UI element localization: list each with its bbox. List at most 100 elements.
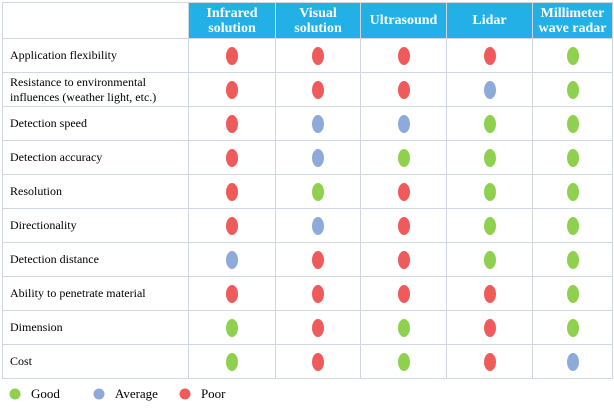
rating-icon (566, 318, 579, 337)
rating-dot (397, 352, 410, 371)
rating-icon (483, 250, 496, 269)
rating-dot (312, 148, 324, 167)
rating-cell (275, 72, 361, 107)
rating-cell (446, 38, 533, 73)
rating-dot (483, 80, 496, 99)
rating-dot (312, 216, 324, 235)
rating-dot (226, 352, 238, 371)
legend-swatch (179, 388, 191, 400)
rating-cell (446, 72, 533, 107)
rating-icon (226, 216, 238, 235)
rating-dot (566, 80, 579, 99)
rating-cell (532, 310, 613, 345)
row-label: Detection accuracy (2, 140, 189, 175)
rating-dot (566, 46, 579, 65)
rating-cell (446, 208, 533, 243)
rating-icon (226, 114, 238, 133)
rating-icon (566, 46, 579, 65)
rating-icon (397, 352, 410, 371)
rating-cell (360, 72, 447, 107)
rating-icon (312, 182, 324, 201)
rating-cell (188, 208, 276, 243)
rating-dot (312, 250, 324, 269)
rating-icon (312, 352, 324, 371)
rating-cell (360, 310, 447, 345)
rating-icon (483, 148, 496, 167)
column-header: Lidar (446, 2, 533, 39)
rating-cell (446, 276, 533, 311)
legend-icon (9, 388, 21, 400)
rating-icon (312, 216, 324, 235)
rating-cell (446, 242, 533, 277)
table-row: Cost (2, 344, 613, 379)
legend-swatch (93, 388, 105, 400)
table-row: Detection speed (2, 106, 613, 141)
rating-cell (532, 208, 613, 243)
rating-icon (566, 216, 579, 235)
rating-cell (188, 140, 276, 175)
rating-cell (360, 38, 447, 73)
row-label: Application flexibility (2, 38, 189, 73)
rating-icon (312, 80, 324, 99)
rating-icon (483, 318, 496, 337)
rating-icon (397, 250, 410, 269)
row-label: Detection distance (2, 242, 189, 277)
rating-cell (532, 174, 613, 209)
table-row: Resolution (2, 174, 613, 209)
rating-icon (483, 46, 496, 65)
rating-dot (566, 352, 579, 371)
rating-cell (275, 174, 361, 209)
rating-icon (226, 284, 238, 303)
legend-label: Good (31, 386, 60, 401)
rating-icon (397, 318, 410, 337)
rating-dot (226, 182, 238, 201)
rating-cell (275, 276, 361, 311)
rating-dot (312, 352, 324, 371)
rating-dot (226, 114, 238, 133)
legend-label: Average (114, 386, 158, 401)
rating-cell (188, 242, 276, 277)
rating-dot (483, 114, 496, 133)
rating-cell (275, 310, 361, 345)
rating-dot (566, 182, 579, 201)
rating-icon (397, 216, 410, 235)
rating-dot (226, 80, 238, 99)
header-row: Infrared solution Visual solution Ultrasou… (2, 2, 613, 39)
rating-icon (483, 352, 496, 371)
rating-cell (188, 276, 276, 311)
rating-dot (566, 216, 579, 235)
rating-cell (275, 242, 361, 277)
rating-cell (532, 276, 613, 311)
rating-cell (275, 140, 361, 175)
rating-cell (275, 106, 361, 141)
rating-dot (566, 250, 579, 269)
row-label: Resistance to environmental influences (… (2, 72, 189, 107)
legend-icon (93, 388, 105, 400)
table-row: Dimension (2, 310, 613, 345)
legend: Good Average Poor (2, 383, 240, 405)
rating-icon (566, 148, 579, 167)
rating-dot (226, 250, 238, 269)
rating-cell (275, 208, 361, 243)
table-row: Detection accuracy (2, 140, 613, 175)
rating-icon (566, 114, 579, 133)
rating-cell (275, 38, 361, 73)
row-label: Resolution (2, 174, 189, 209)
rating-dot (483, 284, 496, 303)
rating-dot (312, 318, 324, 337)
rating-dot (312, 284, 324, 303)
rating-icon (566, 80, 579, 99)
rating-dot (397, 250, 410, 269)
rating-dot (483, 216, 496, 235)
column-header: Millimeter wave radar (532, 2, 613, 39)
rating-cell (188, 72, 276, 107)
rating-dot (566, 148, 579, 167)
table-row: Ability to penetrate material (2, 276, 613, 311)
row-label: Cost (2, 344, 189, 379)
rating-dot (226, 318, 238, 337)
rating-cell (360, 242, 447, 277)
rating-icon (226, 182, 238, 201)
rating-icon (226, 46, 238, 65)
rating-icon (566, 284, 579, 303)
table-row: Resistance to environmental influences (… (2, 72, 613, 107)
